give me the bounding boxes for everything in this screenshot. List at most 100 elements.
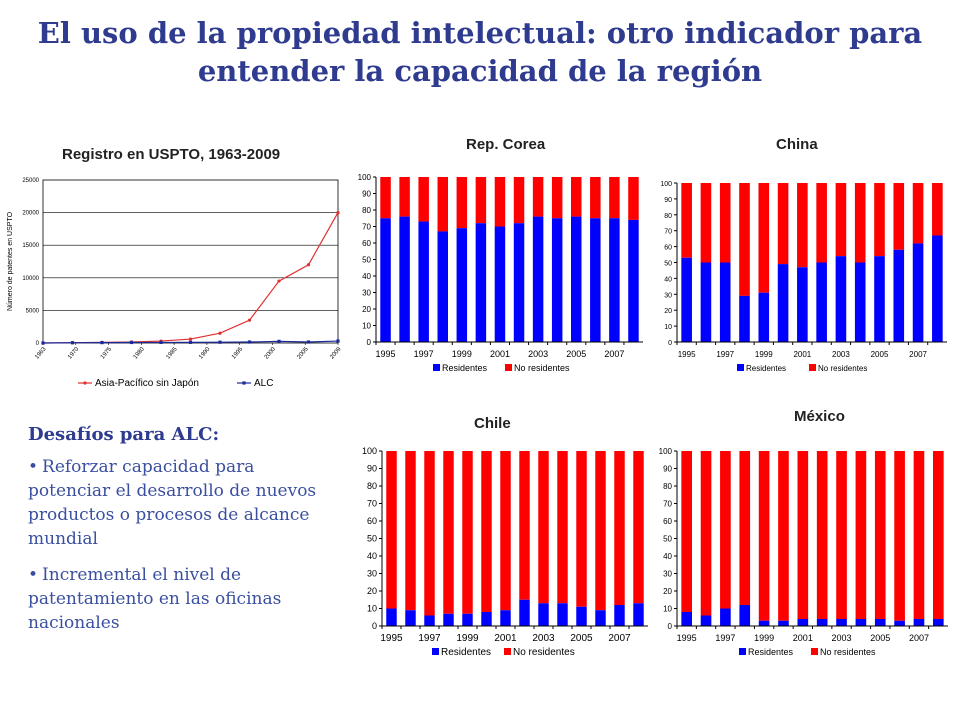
y-tick-label: 90: [362, 190, 371, 199]
bar-no-residentes: [797, 451, 809, 619]
bar-residentes: [475, 223, 487, 342]
legend-swatch-no-residentes: [504, 648, 511, 655]
y-tick-label: 10: [664, 324, 672, 331]
bar-no-residentes: [576, 451, 587, 607]
legend-swatch-no-residentes: [809, 364, 816, 371]
bar-residentes: [739, 295, 750, 342]
bar-no-residentes: [475, 177, 487, 224]
y-tick-label: 60: [367, 516, 377, 526]
bar-residentes: [913, 619, 925, 626]
bar-residentes: [513, 223, 525, 342]
bar-residentes: [614, 605, 625, 626]
bar-residentes: [893, 249, 905, 342]
x-tick-label: 1999: [754, 633, 774, 643]
bar-residentes: [405, 610, 416, 626]
x-tick-label: 1999: [456, 633, 479, 644]
y-tick-label: 0: [372, 621, 377, 631]
bar-no-residentes: [758, 451, 770, 621]
bar-residentes: [681, 257, 692, 342]
x-tick-label: 1997: [414, 349, 434, 359]
y-tick-label: 90: [664, 197, 672, 204]
x-tick-label: 1995: [231, 346, 245, 361]
bar-no-residentes: [894, 451, 905, 621]
plot-frame: [42, 179, 339, 344]
x-tick-label: 2003: [528, 349, 548, 359]
page-title-line-2: entender la capacidad de la región: [197, 54, 763, 88]
x-tick-label: 1997: [716, 350, 734, 359]
china-bar-chart: 0 10 20 30 40 50 60 70 80 90 100 1995 1997 1999 2001 20…: [660, 181, 947, 373]
x-tick-label: 2001: [793, 350, 811, 359]
y-tick-label: 70: [664, 229, 672, 236]
bar-no-residentes: [681, 183, 692, 258]
bar-residentes: [719, 262, 731, 342]
y-tick-label: 30: [664, 292, 672, 299]
legend-swatch-residentes: [739, 648, 746, 655]
y-tick-label: 40: [362, 272, 371, 281]
x-tick-label: 2003: [832, 350, 850, 359]
bar-no-residentes: [590, 177, 601, 219]
y-tick-label: 100: [362, 446, 377, 456]
bar-residentes: [571, 216, 582, 342]
corea-chart-title: Rep. Corea: [466, 136, 546, 153]
corea-bar-chart: 0 10 20 30 40 50 60 70 80 90 100 1995 1997 1999 2001 20…: [358, 173, 643, 373]
x-tick-label: 1999: [452, 349, 472, 359]
bar-no-residentes: [816, 451, 828, 619]
bar-no-residentes: [719, 183, 731, 263]
bar-no-residentes: [532, 177, 544, 217]
data-point: [188, 337, 193, 341]
bar-no-residentes: [835, 183, 847, 257]
bar-no-residentes: [700, 451, 712, 616]
bar-no-residentes: [739, 183, 750, 296]
y-tick-label: 70: [663, 500, 672, 509]
bar-residentes: [816, 262, 827, 342]
uspto-chart-title: Registro en USPTO, 1963-2009: [62, 146, 281, 163]
data-point: [336, 339, 340, 343]
legend-label-no-residentes: No residentes: [818, 364, 867, 373]
y-tick-label: 0: [367, 338, 372, 347]
y-tick-label: 20: [362, 305, 371, 314]
bar-residentes: [797, 267, 808, 342]
legend-swatch-no-residentes: [811, 648, 818, 655]
legend-swatch-residentes: [432, 648, 439, 655]
data-point: [218, 340, 222, 344]
bar-residentes: [874, 256, 885, 342]
x-tick-label: 2003: [532, 633, 555, 644]
x-tick-label: 1963: [34, 346, 48, 361]
legend-label-residentes: Residentes: [748, 647, 794, 657]
data-point: [188, 340, 193, 344]
legend-marker-alc: [242, 381, 246, 385]
y-tick-label: 40: [664, 276, 672, 283]
challenges-heading: Desafíos para ALC:: [28, 424, 220, 445]
x-tick-label: 2000: [264, 346, 278, 361]
bar-residentes: [418, 221, 429, 342]
bar-no-residentes: [513, 177, 525, 224]
y-tick-label: 80: [664, 213, 672, 220]
bar-residentes: [576, 606, 587, 626]
bar-no-residentes: [797, 183, 808, 268]
y-tick-label: 0: [668, 622, 673, 631]
data-point: [336, 211, 340, 215]
data-point: [277, 279, 281, 283]
chile-chart-title: Chile: [474, 415, 511, 432]
legend-label-asia: Asia-Pacífico sin Japón: [95, 378, 199, 389]
bullet-icon: •: [28, 457, 39, 477]
bullet-icon: •: [28, 565, 39, 585]
bar-residentes: [874, 619, 886, 626]
mexico-chart-title: México: [794, 408, 845, 425]
data-point: [277, 339, 281, 343]
bar-residentes: [778, 620, 789, 626]
bar-no-residentes: [854, 183, 866, 263]
x-tick-label: 2001: [490, 349, 510, 359]
bar-no-residentes: [739, 451, 751, 605]
bar-no-residentes: [932, 183, 943, 236]
bar-no-residentes: [494, 177, 506, 227]
bar-residentes: [424, 615, 435, 626]
x-tick-label: 2007: [909, 633, 929, 643]
legend-label-alc: ALC: [254, 378, 273, 389]
bar-residentes: [519, 599, 530, 626]
bar-no-residentes: [405, 451, 416, 611]
bar-no-residentes: [462, 451, 473, 614]
legend-label-no-residentes: No residentes: [820, 647, 876, 657]
bar-no-residentes: [456, 177, 468, 229]
china-chart-title: China: [776, 136, 818, 153]
